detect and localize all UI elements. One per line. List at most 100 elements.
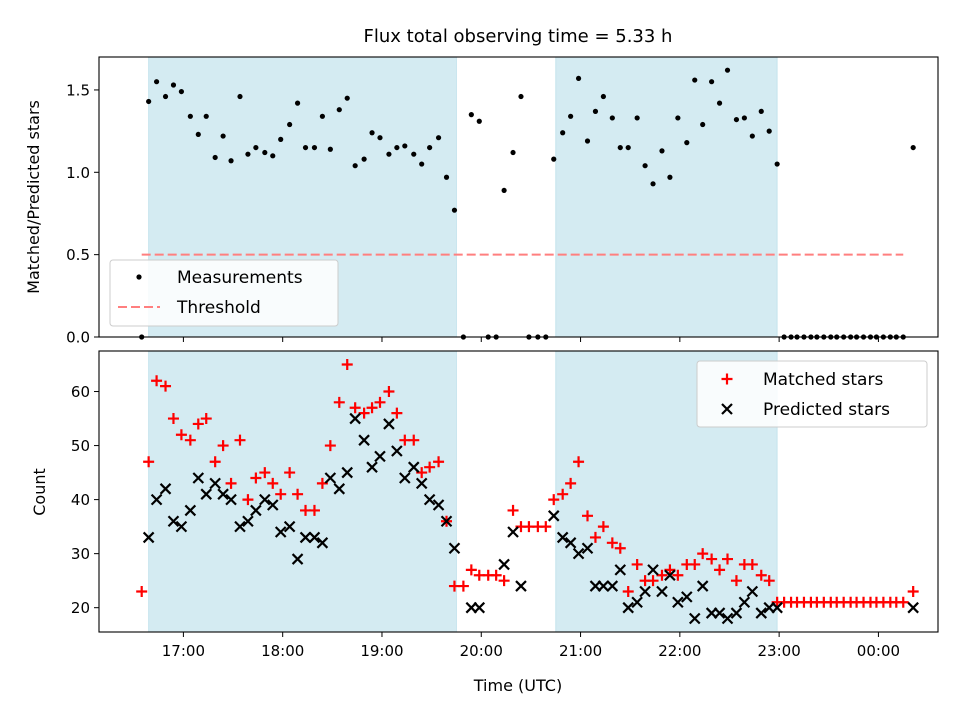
- measurement-point: [592, 108, 599, 114]
- predicted-star-point-glyph: [907, 601, 919, 614]
- matched-star-point-glyph: [697, 548, 709, 560]
- matched-star-point-glyph: [184, 434, 196, 446]
- matched-star-point-glyph: [391, 407, 403, 419]
- predicted-star-point: [225, 493, 237, 506]
- matched-star-point: [597, 521, 609, 533]
- matched-star-point: [391, 407, 403, 419]
- count-points: [136, 359, 919, 625]
- predicted-star-point: [614, 564, 627, 576]
- measurement-point: [386, 151, 392, 157]
- predicted-star-point: [316, 537, 329, 549]
- measurement-point: [518, 93, 524, 100]
- matched-star-point: [457, 580, 469, 592]
- matched-star-point-glyph: [614, 542, 626, 554]
- matched-star-point: [366, 402, 378, 414]
- predicted-star-point-glyph: [184, 504, 197, 517]
- matched-star-point-glyph: [308, 504, 320, 516]
- predicted-star-point: [696, 580, 709, 592]
- matched-star-point-glyph: [672, 569, 684, 581]
- matched-star-point: [267, 477, 279, 489]
- y-tick-label: 0.0: [66, 329, 90, 347]
- predicted-star-point-glyph: [730, 607, 743, 619]
- measurement-point: [411, 151, 417, 157]
- matched-star-point: [192, 418, 204, 430]
- measurement-point: [394, 144, 400, 151]
- predicted-star-point: [391, 445, 403, 457]
- measurement-point: [419, 161, 425, 167]
- predicted-star-point-glyph: [308, 531, 321, 544]
- predicted-star-point: [159, 483, 172, 495]
- matched-star-point: [175, 429, 187, 441]
- predicted-star-point-glyph: [614, 564, 627, 576]
- predicted-star-point: [564, 537, 577, 549]
- matched-star-point-glyph: [374, 396, 386, 408]
- measurement-point: [642, 163, 648, 169]
- matched-star-point: [250, 472, 262, 484]
- predicted-star-point: [175, 520, 188, 533]
- predicted-star-point-glyph: [200, 488, 213, 500]
- matched-star-point: [234, 434, 246, 446]
- measurement-point: [377, 135, 383, 141]
- predicted-star-point-glyph: [688, 612, 701, 625]
- matched-star-point-glyph: [689, 558, 701, 570]
- measurement-point: [237, 93, 243, 100]
- predicted-star-point: [656, 585, 668, 598]
- predicted-star-point-glyph: [142, 531, 155, 544]
- matched-star-point-glyph: [540, 521, 552, 533]
- predicted-star-point: [242, 515, 254, 527]
- measurement-point: [170, 82, 177, 88]
- matched-star-point-glyph: [136, 585, 148, 597]
- x-tick-label: 00:00: [857, 642, 900, 660]
- top-x-axis-ticks: [182, 337, 879, 342]
- predicted-star-point: [622, 601, 634, 614]
- matched-star-point: [349, 402, 361, 414]
- predicted-star-point-glyph: [755, 607, 768, 619]
- predicted-star-point: [299, 531, 312, 544]
- matched-star-point: [341, 359, 353, 371]
- predicted-star-point-glyph: [217, 488, 229, 500]
- matched-star-point: [143, 456, 155, 468]
- predicted-star-point-glyph: [250, 504, 262, 517]
- matched-star-point: [433, 456, 445, 468]
- predicted-star-point-glyph: [259, 493, 271, 506]
- matched-star-point: [706, 553, 718, 565]
- predicted-star-point: [192, 472, 205, 484]
- matched-star-point: [136, 585, 148, 597]
- measurement-point: [692, 77, 698, 83]
- predicted-star-point-glyph: [498, 558, 510, 571]
- matched-star-point-glyph: [333, 396, 345, 408]
- matched-star-point: [275, 488, 287, 500]
- matched-star-point: [589, 531, 601, 543]
- predicted-star-point-glyph: [681, 591, 693, 603]
- matched-star-point-glyph: [897, 596, 909, 608]
- ratio-panel: 0.0 0.5 1.0 1.5 Matched/Predicted stars Mea…: [24, 56, 939, 347]
- predicted-star-point: [597, 580, 610, 592]
- measurement-point: [178, 88, 185, 95]
- predicted-star-point: [639, 585, 651, 598]
- matched-star-point: [465, 564, 477, 576]
- legend-marker-measurements: [136, 274, 142, 280]
- predicted-star-point-glyph: [192, 472, 205, 484]
- measurement-point: [741, 115, 747, 121]
- measurement-point: [709, 79, 715, 85]
- matched-star-point: [408, 434, 420, 446]
- matched-star-point: [622, 585, 634, 597]
- matched-star-point-glyph: [589, 531, 601, 543]
- predicted-star-point: [606, 580, 619, 592]
- matched-star-point-glyph: [217, 440, 229, 452]
- predicted-star-point: [358, 434, 370, 446]
- y-tick-label: 1.0: [66, 164, 90, 182]
- x-tick-label: 21:00: [559, 642, 602, 660]
- observing-window-1: [148, 350, 457, 633]
- measurement-point: [262, 149, 268, 156]
- x-tick-label: 18:00: [261, 642, 304, 660]
- measurement-point: [270, 153, 276, 159]
- predicted-star-point-glyph: [622, 601, 634, 614]
- matched-star-point: [490, 569, 502, 581]
- predicted-star-point-glyph: [721, 612, 734, 625]
- predicted-star-point: [688, 612, 701, 625]
- matched-star-point-glyph: [490, 569, 502, 581]
- measurement-point: [510, 149, 516, 156]
- predicted-star-point: [498, 558, 510, 571]
